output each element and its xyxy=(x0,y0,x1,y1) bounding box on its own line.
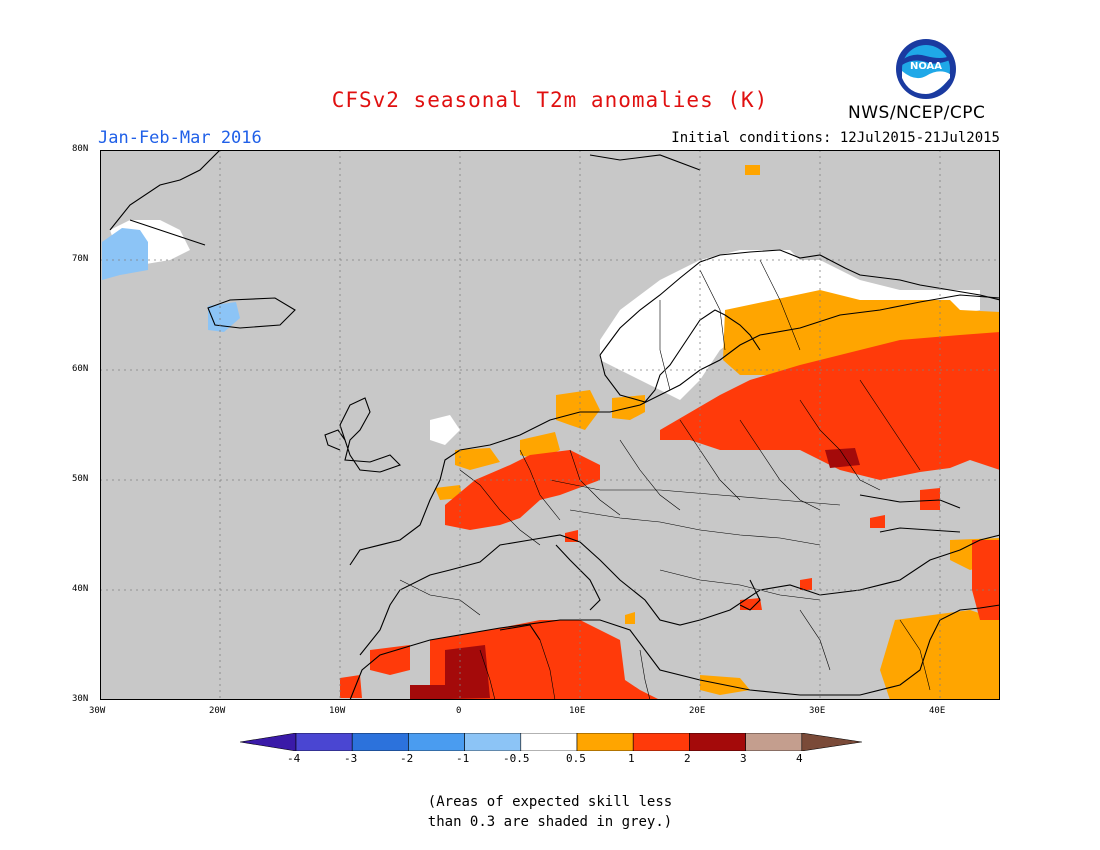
lon-label-30e: 30E xyxy=(809,706,826,716)
lat-label-50n: 50N xyxy=(72,474,89,484)
colorbar-label: -0.5 xyxy=(503,752,530,765)
skill-note-line2: than 0.3 are shaded in grey.) xyxy=(427,814,673,830)
colorbar-label: -1 xyxy=(456,752,470,765)
noaa-logo-icon: NOAA xyxy=(896,39,956,99)
lon-label-30w: 30W xyxy=(89,706,106,716)
colorbar-label: 4 xyxy=(796,752,803,765)
anomaly-map xyxy=(100,150,1000,700)
colorbar-swatch xyxy=(689,733,746,751)
colorbar-label: 3 xyxy=(740,752,747,765)
lat-label-80n: 80N xyxy=(72,144,89,154)
colorbar-swatch xyxy=(464,733,522,751)
forecast-period: Jan-Feb-Mar 2016 xyxy=(98,128,262,148)
colorbar-swatch xyxy=(351,733,409,751)
agency-label: NWS/NCEP/CPC xyxy=(848,103,986,123)
cold-anomaly-areas xyxy=(102,228,240,332)
colorbar-label: -4 xyxy=(287,752,301,765)
colorbar-label: -2 xyxy=(400,752,414,765)
graticule xyxy=(100,150,1000,700)
colorbar-label: 1 xyxy=(628,752,635,765)
lon-label-40e: 40E xyxy=(929,706,946,716)
colorbar-swatch xyxy=(576,733,634,751)
lat-label-60n: 60N xyxy=(72,364,89,374)
strong-warm-anomaly-areas xyxy=(340,332,1000,700)
skill-note-line1: (Areas of expected skill less xyxy=(427,794,673,810)
colorbar-swatch xyxy=(632,733,690,751)
lat-label-70n: 70N xyxy=(72,254,89,264)
colorbar-label: -3 xyxy=(344,752,358,765)
colorbar-label: 2 xyxy=(684,752,691,765)
extreme-warm-anomaly-areas xyxy=(410,448,860,700)
logo-text: NOAA xyxy=(910,61,942,72)
colorbar-swatch xyxy=(745,733,803,751)
lon-label-10e: 10E xyxy=(569,706,586,716)
lon-label-20w: 20W xyxy=(209,706,226,716)
color-scale-bar xyxy=(240,733,862,751)
colorbar-swatch xyxy=(520,733,578,751)
lon-label-20e: 20E xyxy=(689,706,706,716)
colorbar-swatch xyxy=(295,733,353,751)
lon-label-0: 0 xyxy=(456,706,462,716)
colorbar-arrow-low xyxy=(240,733,297,751)
page-title: CFSv2 seasonal T2m anomalies (K) xyxy=(331,88,769,112)
coastlines xyxy=(109,150,1000,700)
colorbar-label: 0.5 xyxy=(566,752,586,765)
lon-label-10w: 10W xyxy=(329,706,346,716)
colorbar-arrow-high xyxy=(801,733,862,751)
lat-label-30n: 30N xyxy=(72,694,89,704)
skill-note: (Areas of expected skill less than 0.3 a… xyxy=(0,792,1100,832)
colorbar-swatch xyxy=(408,733,465,751)
lat-label-40n: 40N xyxy=(72,584,89,594)
initial-conditions: Initial conditions: 12Jul2015-21Jul2015 xyxy=(671,130,1000,146)
